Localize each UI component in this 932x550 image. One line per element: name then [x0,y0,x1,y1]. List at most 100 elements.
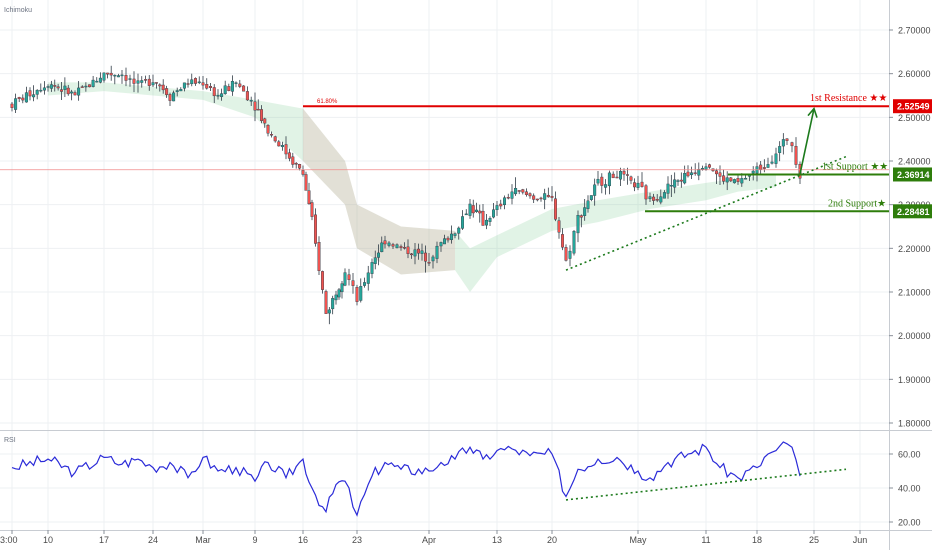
candle-up [464,213,468,216]
candle-down [403,247,407,249]
rsi-trendline [565,468,847,501]
candle-down [640,181,644,187]
candle-down [794,145,798,165]
candle-down [317,242,321,271]
candle-down [106,72,110,75]
resistance-value-tag-bg [893,99,932,114]
candle-down [304,174,308,191]
candle-down [718,172,722,177]
rsi-panel: RSI [4,437,847,517]
candle-up [766,164,770,168]
candle-up [46,86,50,88]
time-axis-label: 10 [43,535,53,545]
candle-down [506,197,510,199]
levels-layer: 61.80% 1st Resistance ★★ 1st Support ★★ 2nd… [0,93,889,271]
candle-up [343,272,347,286]
candle-down [186,83,190,85]
candle-up [373,257,377,264]
candle-up [636,182,640,188]
candle-down [253,101,257,111]
candle-up [503,197,507,206]
candle-up [589,195,593,200]
candle-up [514,188,518,195]
projection-arrow-shaft [799,108,815,175]
candle-up [387,242,391,246]
candle-down [168,94,172,101]
candle-down [759,164,763,170]
candle-down [273,136,277,142]
candle-down [679,179,683,182]
candle-down [260,109,264,121]
candle-up [468,203,472,216]
candle-down [399,246,403,248]
candle-down [790,142,794,147]
candle-down [270,134,274,136]
candle-up [744,178,748,180]
rsi-axis-label: 20.00 [898,518,921,528]
candle-down [263,118,267,124]
candle-down [109,72,113,76]
candle-up [366,272,370,284]
projection-arrow-head [807,107,818,118]
candle-up [576,215,580,234]
time-axis-label: 24 [148,535,158,545]
candlestick-series [10,65,802,325]
candle-up [778,146,782,153]
candle-down [424,252,428,262]
support1-value-tag: 2.36914 [897,170,930,180]
candle-down [291,156,295,165]
candle-up [234,82,238,84]
candle-up [669,185,673,187]
candle-up [197,81,201,84]
time-axis-label: 18 [752,535,762,545]
candle-down [301,170,305,175]
candle-down [517,190,521,192]
time-axis-label: Mar [195,535,211,545]
candle-up [593,184,597,196]
candle-down [28,90,32,97]
price-axis-label: 2.00000 [898,331,931,341]
candle-up [84,85,88,88]
candle-down [287,152,291,159]
candle-down [201,82,205,86]
candle-down [391,244,395,247]
price-axis-label: 2.20000 [898,244,931,254]
candle-down [80,86,84,88]
candle-down [73,92,77,96]
candle-down [471,205,475,214]
support1-label: 1st Support ★★ [822,161,888,172]
candle-up [98,77,102,83]
candle-up [751,170,755,174]
candle-up [380,242,384,253]
time-axis-label: 25 [809,535,819,545]
candle-down [478,210,482,214]
candle-up [413,249,417,257]
candle-down [611,173,615,179]
candle-up [666,183,670,194]
price-axis-label: 1.80000 [898,419,931,429]
candle-up [740,178,744,184]
candle-down [10,103,14,108]
candle-up [583,207,587,216]
candle-down [550,195,554,198]
candle-down [532,195,536,200]
candle-down [410,253,414,256]
price-axis-label: 2.70000 [898,26,931,36]
candle-up [120,74,124,77]
candle-down [546,194,550,198]
candle-up [673,179,677,188]
candle-down [652,196,656,201]
candle-down [561,234,565,248]
axis-layer: 2.700002.600002.500002.400002.300002.200… [0,7,932,545]
candle-up [363,282,367,286]
time-axis-label: 23 [352,535,362,545]
time-axis-label: Jun [853,535,868,545]
candle-down [722,175,726,182]
candle-down [298,164,302,169]
candle-up [370,262,374,274]
candle-up [179,89,183,92]
resistance-label: 1st Resistance ★★ [810,93,887,104]
candle-down [427,262,431,264]
time-axis-label: 13 [492,535,502,545]
